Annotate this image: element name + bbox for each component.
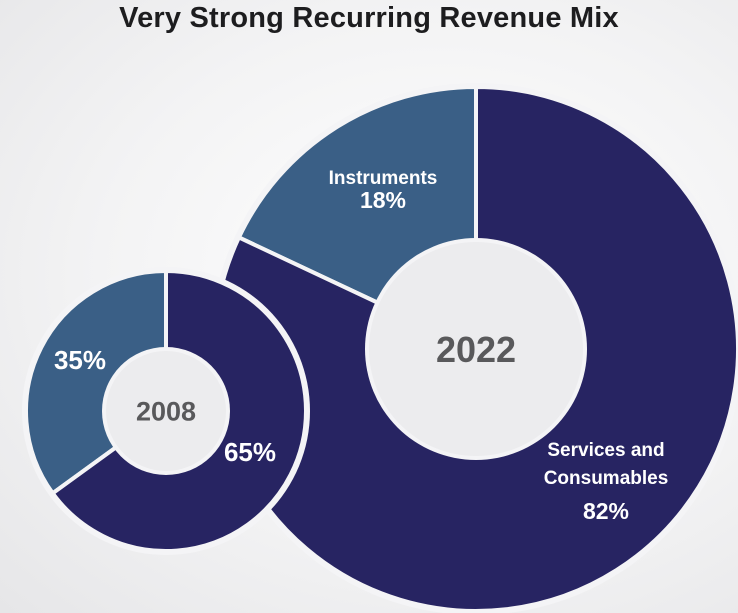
slice-value-label: 65%: [224, 437, 276, 467]
slice-category-label: Services and: [547, 440, 664, 461]
slice-value-label: 18%: [360, 187, 406, 213]
slice-35pct: [24, 269, 168, 496]
slice-category-label: Instruments: [329, 168, 438, 189]
donut-2008: 2008 35% 65%: [22, 267, 310, 555]
donut-center-label: 2022: [436, 329, 516, 370]
slice-category-label: Consumables: [544, 468, 669, 489]
chart-title: Very Strong Recurring Revenue Mix: [119, 2, 619, 34]
donut-center-label: 2008: [136, 397, 196, 427]
slice-value-label: 82%: [583, 498, 629, 524]
slice-value-label: 35%: [54, 345, 106, 375]
donut-hole: [369, 242, 583, 456]
donut-hole: [106, 351, 226, 471]
